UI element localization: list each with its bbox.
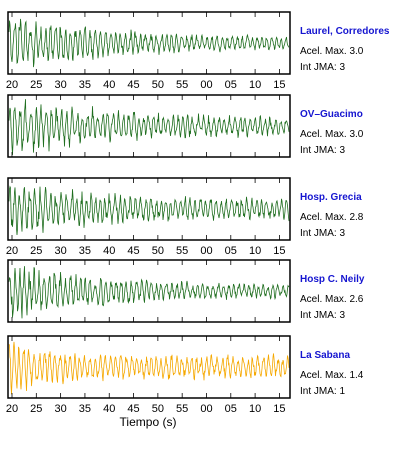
tick-label: 40 xyxy=(103,79,115,91)
tick-label: 10 xyxy=(249,79,261,91)
panel-frame xyxy=(7,94,291,158)
station-name: OV–Guacimo xyxy=(300,109,363,120)
tick-label: 45 xyxy=(127,403,139,415)
tick-label: 00 xyxy=(200,79,212,91)
tick-label: 00 xyxy=(200,403,212,415)
panel-frame xyxy=(7,259,291,323)
waveform-5 xyxy=(8,341,290,395)
tick-label: 20 xyxy=(6,245,18,257)
acel-max-label: Acel. Max. 2.8 xyxy=(300,212,364,223)
panel-frame xyxy=(7,177,291,241)
tick-label: 45 xyxy=(127,245,139,257)
station-name: Laurel, Corredores xyxy=(300,26,390,37)
tick-label: 00 xyxy=(200,245,212,257)
tick-label: 10 xyxy=(249,403,261,415)
tick-label: 15 xyxy=(273,403,285,415)
tick-label: 20 xyxy=(6,79,18,91)
int-jma-label: Int JMA: 3 xyxy=(300,310,345,321)
tick-label: 15 xyxy=(273,245,285,257)
tick-label: 25 xyxy=(30,245,42,257)
tick-label: 40 xyxy=(103,403,115,415)
int-jma-label: Int JMA: 3 xyxy=(300,228,345,239)
panel-2: OV–Guacimo Acel. Max. 3.0 Int JMA: 3 xyxy=(7,94,364,158)
tick-label: 25 xyxy=(30,79,42,91)
int-jma-label: Int JMA: 3 xyxy=(300,145,345,156)
x-axis-label: Tiempo (s) xyxy=(120,415,177,429)
acel-max-label: Acel. Max. 1.4 xyxy=(300,370,364,381)
tick-label: 55 xyxy=(176,403,188,415)
panel-3: 20 25 30 35 40 45 50 55 00 05 10 15 Hosp. Grecia Acel… xyxy=(6,177,364,257)
tick-label: 05 xyxy=(225,403,237,415)
tick-label: 55 xyxy=(176,79,188,91)
tick-label: 50 xyxy=(152,79,164,91)
acel-max-label: Acel. Max. 3.0 xyxy=(300,129,364,140)
waveform-1 xyxy=(8,18,290,68)
tick-label: 05 xyxy=(225,245,237,257)
tick-label: 35 xyxy=(79,403,91,415)
tick-label: 20 xyxy=(6,403,18,415)
waveform-3 xyxy=(8,185,290,236)
int-jma-label: Int JMA: 3 xyxy=(300,62,345,73)
station-name: Hosp C. Neily xyxy=(300,274,365,285)
panels: 20 25 30 35 40 45 50 55 00 05 10 15 Laurel, Corredor… xyxy=(6,11,390,415)
tick-label: 35 xyxy=(79,245,91,257)
acel-max-label: Acel. Max. 3.0 xyxy=(300,46,364,57)
tick-label: 50 xyxy=(152,403,164,415)
tick-label: 05 xyxy=(225,79,237,91)
station-name: La Sabana xyxy=(300,350,350,361)
int-jma-label: Int JMA: 1 xyxy=(300,386,345,397)
waveform-4 xyxy=(8,266,290,319)
tick-label: 30 xyxy=(54,403,66,415)
tick-label: 30 xyxy=(54,79,66,91)
tick-label: 35 xyxy=(79,79,91,91)
station-name: Hosp. Grecia xyxy=(300,192,362,203)
tick-label: 10 xyxy=(249,245,261,257)
tick-label: 30 xyxy=(54,245,66,257)
panel-5: 20 25 30 35 40 45 50 55 00 05 10 15 La Sabana Acel. M… xyxy=(6,335,364,415)
tick-label: 55 xyxy=(176,245,188,257)
acel-max-label: Acel. Max. 2.6 xyxy=(300,294,364,305)
panel-frame xyxy=(7,11,291,75)
panel-frame xyxy=(7,335,291,399)
tick-label: 40 xyxy=(103,245,115,257)
tick-label: 45 xyxy=(127,79,139,91)
tick-label: 50 xyxy=(152,245,164,257)
tick-label: 25 xyxy=(30,403,42,415)
tick-label: 15 xyxy=(273,79,285,91)
waveform-2 xyxy=(8,99,290,156)
panel-1: 20 25 30 35 40 45 50 55 00 05 10 15 Laurel, Corredor… xyxy=(6,11,390,91)
panel-4: Hosp C. Neily Acel. Max. 2.6 Int JMA: 3 xyxy=(7,259,365,323)
